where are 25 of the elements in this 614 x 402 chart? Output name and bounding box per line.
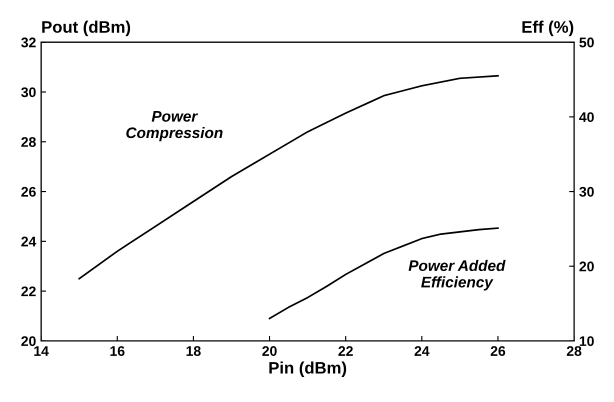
y2-axis-title: Eff (%) [522,20,574,36]
y-tick-label: 32 [21,38,36,48]
x-tick-label: 22 [338,346,353,356]
y2-tick-label: 30 [579,186,594,197]
x-tick-label: 18 [186,346,201,356]
x-tick-label: 26 [490,346,506,356]
x-tick-label: 28 [566,346,582,356]
x-tick-label: 24 [414,346,430,356]
series-label: Power Added Efficiency [408,260,506,291]
x-tick-label: 20 [262,346,277,356]
y-tick-label: 22 [21,286,36,296]
y-tick-label: 26 [21,186,36,197]
x-tick-label: 16 [110,346,124,356]
y-axis-title: Pout (dBm) [42,20,130,36]
y-tick-label: 20 [21,336,36,346]
text: Power Compression [126,111,223,142]
x-axis-title: Pin (dBm) [269,361,346,378]
y-tick-label: 28 [21,137,36,147]
y2-tick-label: 20 [579,262,594,272]
y2-tick-label: 10 [580,336,594,346]
y2-tick-label: 50 [579,38,594,48]
y2-tick-label: 40 [579,112,594,122]
x-tick-label: 14 [34,346,49,356]
y-tick-label: 30 [21,87,36,98]
y-tick-label: 24 [21,236,36,246]
